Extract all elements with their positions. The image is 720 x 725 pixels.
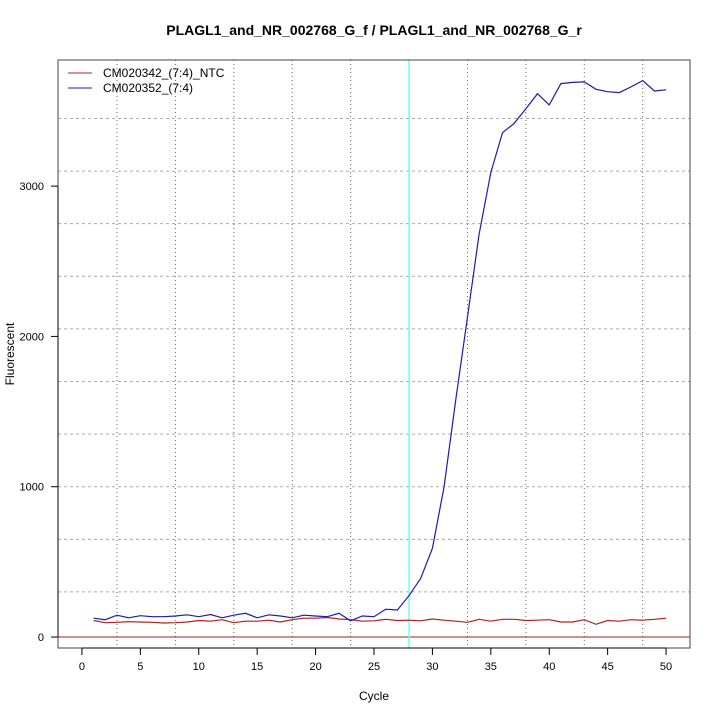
legend-label-sample: CM020352_(7:4) bbox=[103, 81, 193, 95]
x-tick-label: 20 bbox=[309, 661, 321, 673]
axes: 0 5 10 15 20 25 30 35 40 45 50 0 1000 2000 3000 bbox=[20, 181, 673, 673]
series-line-0 bbox=[93, 616, 667, 625]
y-axis-label: Fluorescent bbox=[3, 322, 17, 385]
x-tick-label: 50 bbox=[660, 661, 672, 673]
x-tick-label: 25 bbox=[368, 661, 380, 673]
x-tick-label: 10 bbox=[193, 661, 205, 673]
y-tick-label: 1000 bbox=[20, 482, 44, 494]
grid-lines bbox=[58, 60, 690, 648]
plot-frame bbox=[57, 59, 691, 649]
x-tick-label: 45 bbox=[602, 661, 614, 673]
legend-label-ntc: CM020342_(7:4)_NTC bbox=[103, 66, 225, 80]
x-tick-label: 15 bbox=[251, 661, 263, 673]
x-tick-label: 35 bbox=[485, 661, 497, 673]
chart-title: PLAGL1_and_NR_002768_G_f / PLAGL1_and_NR… bbox=[166, 22, 582, 38]
legend: CM020342_(7:4)_NTC CM020352_(7:4) bbox=[68, 66, 225, 95]
x-tick-label: 30 bbox=[426, 661, 438, 673]
x-tick-label: 5 bbox=[137, 661, 143, 673]
series-line-1 bbox=[93, 79, 667, 622]
y-tick-label: 3000 bbox=[20, 181, 44, 193]
y-tick-label: 0 bbox=[38, 632, 44, 644]
y-tick-label: 2000 bbox=[20, 331, 44, 343]
plot-marks bbox=[58, 60, 690, 648]
x-axis-label: Cycle bbox=[359, 689, 389, 703]
x-tick-label: 40 bbox=[543, 661, 555, 673]
x-tick-label: 0 bbox=[79, 661, 85, 673]
